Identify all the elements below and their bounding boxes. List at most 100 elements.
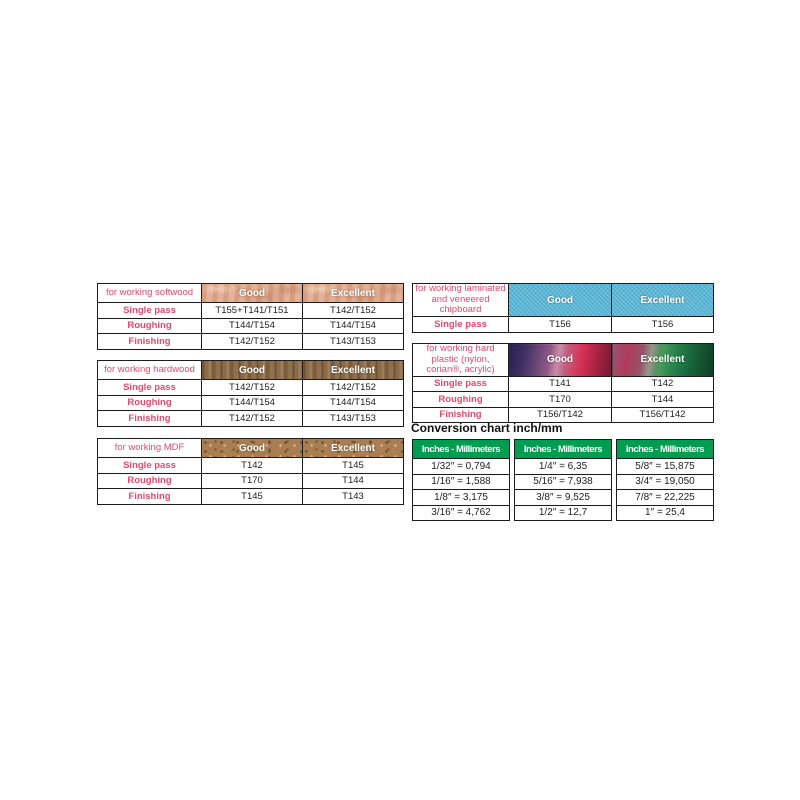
row-label: Finishing bbox=[97, 410, 202, 427]
chipboard-excellent-header: Excellent bbox=[611, 283, 714, 317]
conversion-column-3: Inches - Millimeters 5/8″ = 15,875 3/4″ … bbox=[616, 439, 714, 521]
mdf-table: for working MDF Good Excellent Single pa… bbox=[97, 438, 404, 505]
table-row: Single pass T142/T152 T142/T152 bbox=[97, 379, 404, 396]
conversion-value: 3/8″ = 9,525 bbox=[514, 489, 612, 506]
value-cell: T141 bbox=[508, 375, 612, 392]
table-row: 3/4″ = 19,050 bbox=[616, 473, 714, 490]
table-row: 5/8″ = 15,875 bbox=[616, 458, 714, 475]
value-cell: T144/T154 bbox=[201, 317, 303, 334]
conversion-value: 1/32″ = 0,794 bbox=[412, 458, 510, 475]
chipboard-title: for working laminated and veneered chipb… bbox=[412, 283, 509, 317]
value-cell: T142/T152 bbox=[302, 379, 404, 396]
value-cell: T142/T152 bbox=[201, 379, 303, 396]
value-cell: T170 bbox=[508, 391, 612, 408]
value-cell: T156 bbox=[611, 316, 714, 333]
table-row: Roughing T144/T154 T144/T154 bbox=[97, 317, 404, 334]
mdf-excellent-header: Excellent bbox=[302, 438, 404, 458]
table-row: 5/16″ = 7,938 bbox=[514, 473, 612, 490]
softwood-table: for working softwood Good Excellent Sing… bbox=[97, 283, 404, 350]
hardwood-good-header: Good bbox=[201, 360, 303, 380]
value-cell: T170 bbox=[201, 472, 303, 489]
conversion-value: 5/16″ = 7,938 bbox=[514, 473, 612, 490]
value-cell: T145 bbox=[201, 488, 303, 505]
softwood-title: for working softwood bbox=[97, 283, 202, 303]
conversion-value: 1/4″ = 6,35 bbox=[514, 458, 612, 475]
conversion-chart-title: Conversion chart inch/mm bbox=[411, 421, 563, 435]
conversion-value: 1″ = 25,4 bbox=[616, 504, 714, 521]
chipboard-table: for working laminated and veneered chipb… bbox=[412, 283, 714, 333]
mdf-title: for working MDF bbox=[97, 438, 202, 458]
value-cell: T143/T153 bbox=[302, 333, 404, 350]
value-cell: T156/T142 bbox=[508, 406, 612, 423]
value-cell: T144/T154 bbox=[302, 394, 404, 411]
value-cell: T144 bbox=[611, 391, 714, 408]
table-row: Finishing T142/T152 T143/T153 bbox=[97, 410, 404, 427]
value-cell: T145 bbox=[302, 457, 404, 474]
conversion-chart: Inches - Millimeters 1/32″ = 0,794 1/16″… bbox=[412, 439, 714, 521]
value-cell: T155+T141/T151 bbox=[201, 302, 303, 319]
hard-plastic-title: for working hard plastic (nylon, corian®… bbox=[412, 343, 509, 377]
value-cell: T142/T152 bbox=[201, 333, 303, 350]
row-label: Finishing bbox=[97, 488, 202, 505]
softwood-excellent-header: Excellent bbox=[302, 283, 404, 303]
conversion-column-2: Inches - Millimeters 1/4″ = 6,35 5/16″ =… bbox=[514, 439, 612, 521]
value-cell: T142 bbox=[611, 375, 714, 392]
row-label: Finishing bbox=[97, 333, 202, 350]
value-cell: T156/T142 bbox=[611, 406, 714, 423]
conversion-value: 1/8″ = 3,175 bbox=[412, 489, 510, 506]
conversion-column-header: Inches - Millimeters bbox=[616, 439, 714, 459]
table-row: 1/16″ = 1,588 bbox=[412, 473, 510, 490]
value-cell: T142 bbox=[201, 457, 303, 474]
value-cell: T143/T153 bbox=[302, 410, 404, 427]
row-label: Single pass bbox=[412, 316, 509, 333]
value-cell: T144 bbox=[302, 472, 404, 489]
value-cell: T143 bbox=[302, 488, 404, 505]
hardwood-title: for working hardwood bbox=[97, 360, 202, 380]
value-cell: T144/T154 bbox=[302, 317, 404, 334]
row-label: Finishing bbox=[412, 406, 509, 423]
table-row: 3/8″ = 9,525 bbox=[514, 489, 612, 506]
table-row: Roughing T144/T154 T144/T154 bbox=[97, 394, 404, 411]
table-row: 1/8″ = 3,175 bbox=[412, 489, 510, 506]
conversion-value: 5/8″ = 15,875 bbox=[616, 458, 714, 475]
row-label: Roughing bbox=[97, 472, 202, 489]
conversion-value: 1/16″ = 1,588 bbox=[412, 473, 510, 490]
chipboard-good-header: Good bbox=[508, 283, 612, 317]
value-cell: T156 bbox=[508, 316, 612, 333]
row-label: Single pass bbox=[412, 375, 509, 392]
conversion-column-header: Inches - Millimeters bbox=[412, 439, 510, 459]
hard-plastic-good-header: Good bbox=[508, 343, 612, 377]
conversion-value: 3/4″ = 19,050 bbox=[616, 473, 714, 490]
row-label: Single pass bbox=[97, 379, 202, 396]
table-row: Finishing T145 T143 bbox=[97, 488, 404, 505]
table-row: Single pass T141 T142 bbox=[412, 375, 714, 392]
conversion-value: 3/16″ = 4,762 bbox=[412, 504, 510, 521]
softwood-good-header: Good bbox=[201, 283, 303, 303]
value-cell: T144/T154 bbox=[201, 394, 303, 411]
row-label: Roughing bbox=[97, 394, 202, 411]
hardwood-excellent-header: Excellent bbox=[302, 360, 404, 380]
row-label: Roughing bbox=[412, 391, 509, 408]
table-row: Roughing T170 T144 bbox=[97, 472, 404, 489]
table-row: Single pass T155+T141/T151 T142/T152 bbox=[97, 302, 404, 319]
hardwood-table: for working hardwood Good Excellent Sing… bbox=[97, 360, 404, 427]
table-row: Single pass T142 T145 bbox=[97, 457, 404, 474]
row-label: Single pass bbox=[97, 302, 202, 319]
row-label: Single pass bbox=[97, 457, 202, 474]
conversion-value: 7/8″ = 22,225 bbox=[616, 489, 714, 506]
conversion-column-header: Inches - Millimeters bbox=[514, 439, 612, 459]
table-row: 1/2″ = 12,7 bbox=[514, 504, 612, 521]
table-row: 7/8″ = 22,225 bbox=[616, 489, 714, 506]
hard-plastic-excellent-header: Excellent bbox=[611, 343, 714, 377]
row-label: Roughing bbox=[97, 317, 202, 334]
hard-plastic-table: for working hard plastic (nylon, corian®… bbox=[412, 343, 714, 423]
table-row: 1″ = 25,4 bbox=[616, 504, 714, 521]
conversion-column-1: Inches - Millimeters 1/32″ = 0,794 1/16″… bbox=[412, 439, 510, 521]
table-row: 3/16″ = 4,762 bbox=[412, 504, 510, 521]
table-row: Roughing T170 T144 bbox=[412, 391, 714, 408]
table-row: 1/4″ = 6,35 bbox=[514, 458, 612, 475]
table-row: 1/32″ = 0,794 bbox=[412, 458, 510, 475]
mdf-good-header: Good bbox=[201, 438, 303, 458]
value-cell: T142/T152 bbox=[302, 302, 404, 319]
